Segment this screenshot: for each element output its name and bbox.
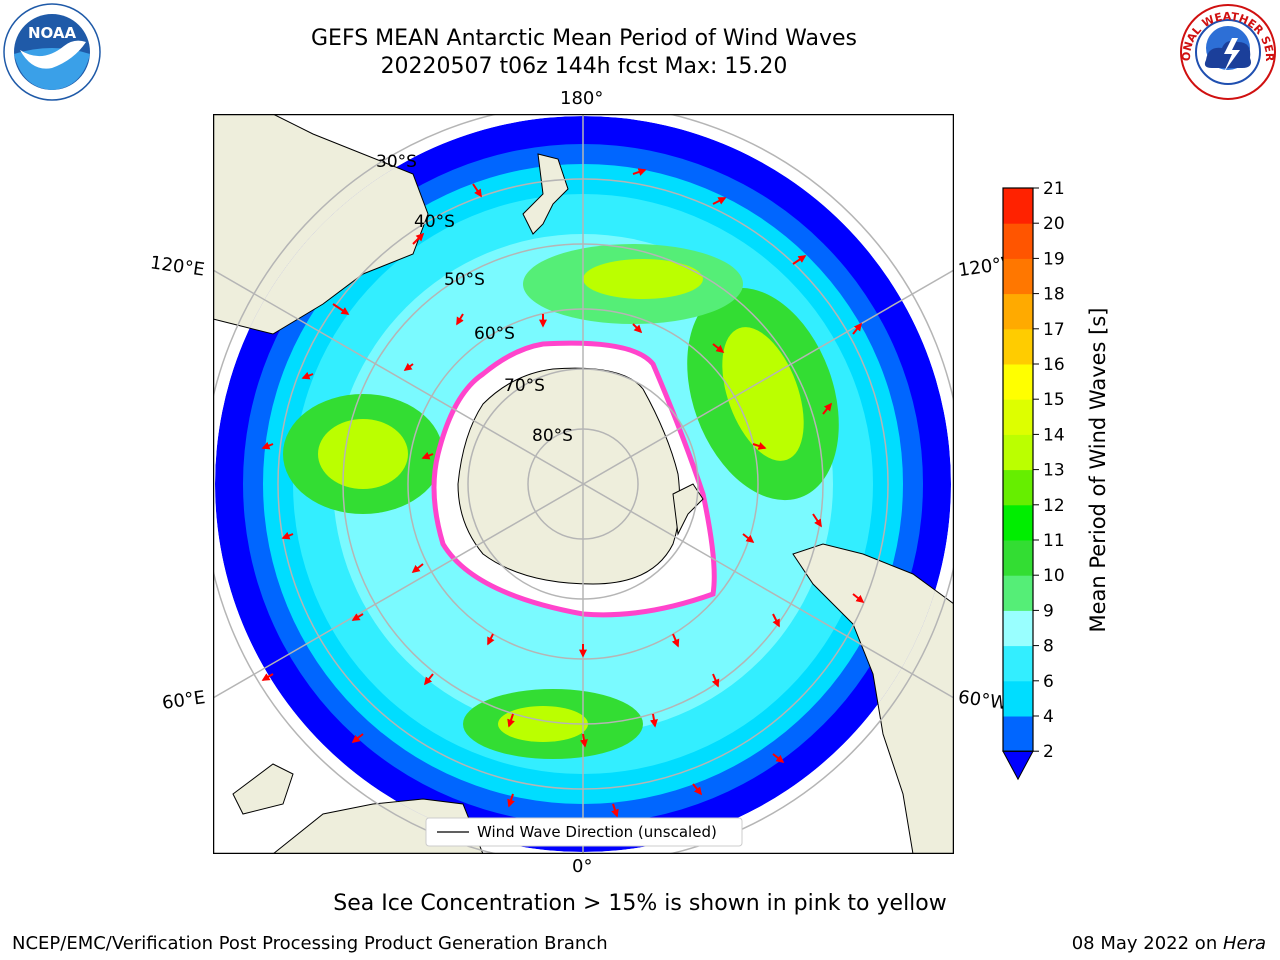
colorbar-tick-label: 13 <box>1043 461 1065 481</box>
lat-label-40s: 40°S <box>414 212 455 232</box>
colorbar-band <box>1003 716 1033 752</box>
lat-label-30s: 30°S <box>376 152 417 172</box>
colorbar-band <box>1003 504 1033 541</box>
colorbar-band <box>1003 258 1033 295</box>
colorbar-extend-triangle <box>1002 750 1034 781</box>
colorbar-band <box>1003 540 1033 576</box>
colorbar-tick-label: 16 <box>1043 355 1065 375</box>
colorbar-band <box>1003 188 1033 224</box>
lat-label-60s: 60°S <box>474 324 515 344</box>
colorbar-tick-label: 14 <box>1043 425 1065 445</box>
footer-date: 08 May 2022 on Hera <box>1072 933 1266 954</box>
colorbar-tick-label: 2 <box>1043 742 1054 762</box>
lat-label-50s: 50°S <box>444 270 485 290</box>
nws-logo: NATIONAL WEATHER SERVICE <box>1178 2 1276 100</box>
colorbar-band <box>1003 399 1033 435</box>
colorbar-band <box>1003 645 1033 682</box>
colorbar-tick-label: 8 <box>1043 637 1054 657</box>
colorbar-tick-label: 6 <box>1043 672 1054 692</box>
colorbar-band <box>1003 610 1033 647</box>
colorbar-band <box>1003 293 1033 330</box>
land-madagascar <box>232 763 294 815</box>
polar-map: Wind Wave Direction (unscaled) <box>213 114 954 854</box>
colorbar-tick-label: 10 <box>1043 566 1065 586</box>
lat-label-70s: 70°S <box>504 376 545 396</box>
chart-subtitle-forecast: 20220507 t06z 144h fcst Max: 15.20 <box>380 54 788 79</box>
lon-label-120e: 120°E <box>148 252 206 281</box>
colorbar-tick-label: 17 <box>1043 320 1065 340</box>
colorbar-tick-label: 15 <box>1043 390 1065 410</box>
colorbar-tick-label: 12 <box>1043 496 1065 516</box>
colorbar-band <box>1003 469 1033 506</box>
noaa-logo-text: NOAA <box>28 24 77 42</box>
lon-label-60e: 60°E <box>160 687 207 714</box>
lon-label-180: 180° <box>560 88 604 109</box>
colorbar-tick-label: 9 <box>1043 601 1054 621</box>
legend-text: Wind Wave Direction (unscaled) <box>477 823 717 841</box>
colorbar-tick-label: 21 <box>1043 180 1065 199</box>
colorbar-tick-label: 20 <box>1043 214 1065 234</box>
sea-ice-note: Sea Ice Concentration > 15% is shown in … <box>333 891 947 916</box>
noaa-logo: NOAA <box>3 3 101 101</box>
colorbar-band <box>1003 364 1033 400</box>
colorbar-band <box>1003 575 1033 611</box>
footer-date-text: 08 May 2022 on <box>1071 933 1223 954</box>
map-legend: Wind Wave Direction (unscaled) <box>425 817 743 847</box>
graticule <box>213 114 954 854</box>
colorbar-tick-label: 11 <box>1043 531 1065 551</box>
colorbar: 21 20 19 18 17 16 15 14 13 12 11 10 9 8 6 4 2 <box>1002 180 1065 781</box>
lon-label-0: 0° <box>572 856 593 877</box>
chart-title: GEFS MEAN Antarctic Mean Period of Wind … <box>311 26 857 51</box>
colorbar-tick-label: 4 <box>1043 707 1054 727</box>
land-new-zealand <box>522 153 569 235</box>
footer-credit: NCEP/EMC/Verification Post Processing Pr… <box>12 933 608 954</box>
colorbar-tick-label: 19 <box>1043 249 1065 269</box>
footer-host: Hera <box>1222 933 1266 954</box>
wind-wave-arrows <box>261 168 865 818</box>
lat-label-80s: 80°S <box>532 426 573 446</box>
colorbar-band <box>1003 434 1033 471</box>
colorbar-band <box>1003 223 1033 259</box>
colorbar-band <box>1003 328 1033 365</box>
colorbar-band <box>1003 680 1033 717</box>
colorbar-tick-label: 18 <box>1043 285 1065 305</box>
colorbar-label: Mean Period of Wind Waves [s] <box>1086 307 1110 633</box>
